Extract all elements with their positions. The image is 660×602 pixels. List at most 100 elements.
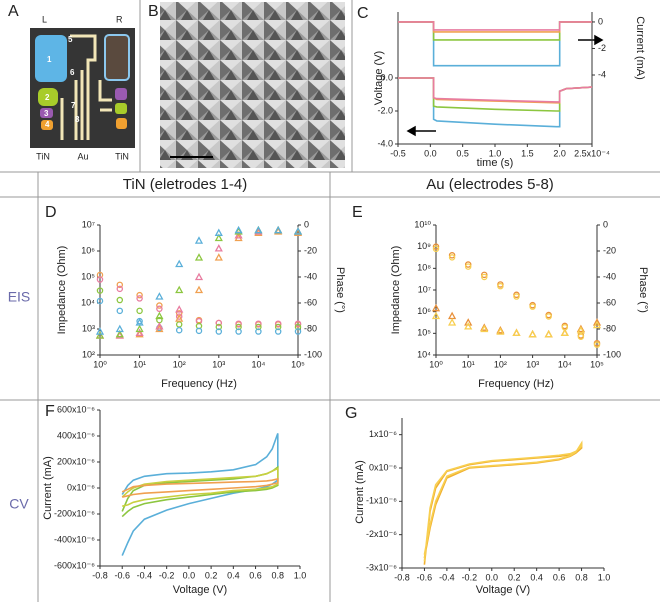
x-tick-label: 2.5x10⁻⁴ xyxy=(574,148,610,158)
marker xyxy=(135,328,144,337)
x-tick-label: 10⁵ xyxy=(291,359,305,369)
x-tick-label: 0.0 xyxy=(424,148,437,158)
x-tick-label: 0.4 xyxy=(227,570,240,580)
x-tick-label: 0.5 xyxy=(456,148,469,158)
x-tick-label: 0.0 xyxy=(183,570,196,580)
x-tick-label: 1.5 xyxy=(521,148,534,158)
marker xyxy=(448,252,456,259)
marker xyxy=(294,320,302,327)
y2-tick-label: -80 xyxy=(603,323,616,333)
marker xyxy=(254,225,263,234)
arrow xyxy=(406,34,604,137)
marker xyxy=(175,313,183,320)
x-tick-label: 2.0 xyxy=(553,148,566,158)
marker xyxy=(175,305,184,313)
marker xyxy=(175,326,183,334)
marker xyxy=(576,325,585,334)
y-axis-title: Impedance (Ohm) xyxy=(390,246,402,335)
y2-tick-label: -60 xyxy=(603,297,616,307)
marker xyxy=(214,253,223,261)
row-header: EIS xyxy=(8,289,31,305)
y2-tick-label: 0 xyxy=(304,219,309,229)
marker xyxy=(136,307,143,315)
column-header: Au (electrodes 5-8) xyxy=(426,176,554,193)
x-tick-label: 0.0 xyxy=(486,572,499,582)
y-tick-label: 10⁴ xyxy=(81,297,95,307)
x-tick-label: 10⁰ xyxy=(93,359,107,369)
y-tick-label: 0.0 xyxy=(380,72,393,82)
y2-tick-label: -20 xyxy=(304,245,317,255)
marker xyxy=(432,245,440,253)
y2-axis-title: Current (mA) xyxy=(634,16,646,80)
series-line xyxy=(121,467,279,507)
marker xyxy=(480,324,489,333)
x-tick-label: 10⁵ xyxy=(590,359,604,369)
y-tick-label: 10⁶ xyxy=(81,245,95,255)
y2-tick-label: -60 xyxy=(304,297,317,307)
y-tick-label: -2.0 xyxy=(377,105,393,115)
marker xyxy=(593,341,601,348)
y2-axis-title: Phase (°) xyxy=(334,267,346,313)
y2-tick-label: -100 xyxy=(304,349,322,359)
marker xyxy=(447,311,457,320)
marker xyxy=(481,271,488,279)
series-line xyxy=(398,21,592,67)
column-header: TiN (eletrodes 1-4) xyxy=(123,176,247,193)
marker xyxy=(592,318,602,326)
marker xyxy=(135,324,144,333)
x-axis-title: Frequency (Hz) xyxy=(161,378,237,390)
marker xyxy=(194,272,204,281)
x-tick-label: 0.6 xyxy=(249,570,262,580)
series-line xyxy=(398,77,593,103)
marker xyxy=(432,243,440,250)
plots: -0.5 0.0 0.5 1.0 1.5 2.0 2.5x10⁻⁴ 0.0 -2.0 -4.0 0 -… xyxy=(42,12,649,596)
chip-side: L xyxy=(42,14,47,24)
electrode-number: 2 xyxy=(45,93,50,102)
marker xyxy=(156,305,163,313)
y-tick-label: 10³ xyxy=(82,323,95,333)
electrode-number: 7 xyxy=(71,101,76,110)
marker xyxy=(496,327,505,335)
y-axis-title: Impedance (Ohm) xyxy=(56,246,68,335)
marker xyxy=(214,228,223,236)
marker xyxy=(136,295,143,302)
y-tick-label: 10⁵ xyxy=(417,328,431,338)
marker xyxy=(194,236,204,244)
marker xyxy=(431,303,441,312)
marker xyxy=(592,320,602,329)
marker xyxy=(136,291,143,299)
y2-tick-label: -80 xyxy=(304,323,317,333)
x-tick-label: 10¹ xyxy=(133,359,146,369)
marker xyxy=(234,231,243,239)
series-line xyxy=(121,433,279,556)
y-tick-label: 200x10⁻⁶ xyxy=(57,456,95,466)
y-tick-label: -200x10⁻⁶ xyxy=(54,508,95,518)
series-line xyxy=(121,477,279,498)
series-line xyxy=(121,465,279,518)
marker xyxy=(214,244,223,252)
y2-tick-label: 0 xyxy=(603,219,608,229)
marker xyxy=(195,327,203,335)
marker xyxy=(545,313,552,320)
chip xyxy=(30,28,135,148)
marker xyxy=(447,318,457,326)
marker xyxy=(95,331,105,339)
sem-image xyxy=(160,2,345,168)
y-tick-label: 10⁴ xyxy=(417,349,431,359)
marker xyxy=(235,328,242,335)
x-tick-label: 0.4 xyxy=(530,572,543,582)
marker xyxy=(255,328,262,335)
marker xyxy=(481,273,488,281)
chip-material: Au xyxy=(77,151,88,161)
x-tick-label: -0.2 xyxy=(462,572,478,582)
marker xyxy=(175,314,184,322)
electrode-number: 3 xyxy=(44,109,49,118)
panel-label: B xyxy=(148,3,159,20)
series-line xyxy=(398,21,592,41)
x-tick-label: 1.0 xyxy=(489,148,502,158)
y-axis-title: Voltage (V) xyxy=(373,51,385,105)
marker xyxy=(214,233,223,242)
marker xyxy=(513,293,520,300)
x-tick-label: -0.4 xyxy=(137,570,153,580)
